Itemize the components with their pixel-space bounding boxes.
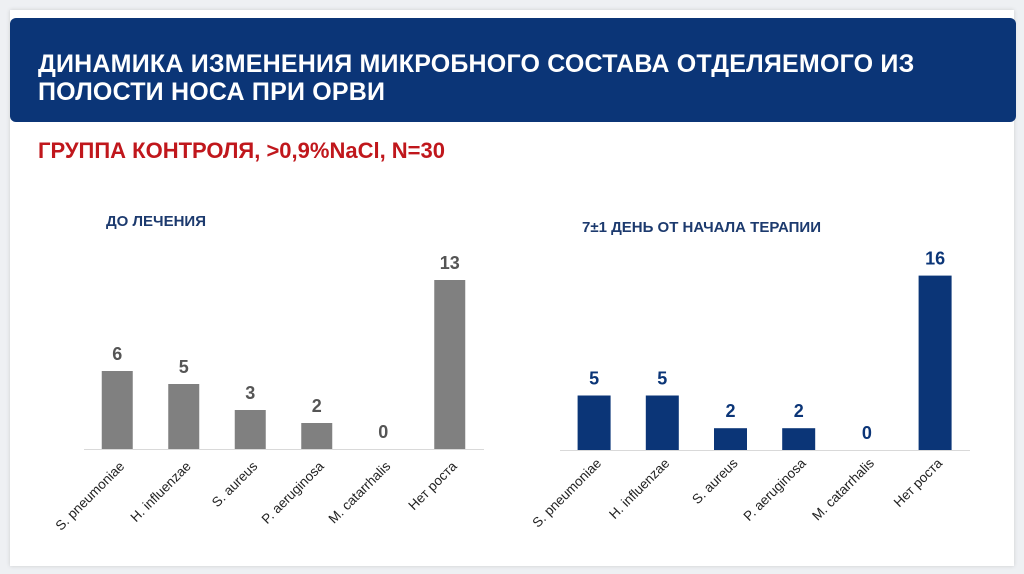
bar [782, 428, 816, 450]
bar [301, 423, 333, 449]
data-label: 2 [794, 401, 804, 421]
category-label: Нет роста [405, 458, 460, 513]
category-label: S. aureus [689, 455, 741, 507]
bar [168, 384, 200, 449]
bar [577, 395, 611, 450]
bar [234, 410, 266, 449]
bar [101, 371, 133, 449]
category-label: S. pneumoniae [53, 459, 128, 534]
data-label: 16 [925, 249, 945, 269]
title-banner: ДИНАМИКА ИЗМЕНЕНИЯ МИКРОБНОГО СОСТАВА ОТ… [10, 18, 1016, 122]
category-label: H. influenzae [606, 456, 672, 522]
data-label: 0 [378, 422, 388, 442]
data-label: 2 [312, 396, 322, 416]
category-label: P. aeruginosa [741, 455, 810, 524]
bar [918, 275, 952, 450]
data-label: 5 [657, 369, 667, 389]
data-label: 5 [589, 369, 599, 389]
data-label: 0 [862, 423, 872, 443]
category-label: M. catarrhalis [809, 455, 877, 523]
category-label: P. aeruginosa [259, 458, 328, 527]
bar [434, 280, 466, 449]
chart-title: ДО ЛЕЧЕНИЯ [106, 213, 206, 230]
category-label: M. catarrhalis [325, 458, 393, 526]
data-label: 13 [440, 253, 460, 273]
category-label: S. aureus [209, 458, 261, 510]
data-label: 3 [245, 383, 255, 403]
data-label: 6 [112, 344, 122, 364]
category-label: S. pneumoniae [529, 456, 604, 531]
data-label: 2 [725, 401, 735, 421]
bar [714, 428, 747, 450]
category-label: Нет роста [891, 455, 946, 510]
slide-subtitle: ГРУППА КОНТРОЛЯ, >0,9%NaCl, N=30 [38, 138, 445, 163]
chart-title: 7±1 ДЕНЬ ОТ НАЧАЛА ТЕРАПИИ [582, 219, 821, 236]
category-label: H. influenzae [128, 459, 194, 525]
slide-title: ДИНАМИКА ИЗМЕНЕНИЯ МИКРОБНОГО СОСТАВА ОТ… [38, 50, 915, 106]
data-label: 5 [179, 357, 189, 377]
slide: ДИНАМИКА ИЗМЕНЕНИЯ МИКРОБНОГО СОСТАВА ОТ… [10, 10, 1016, 566]
bar [645, 395, 679, 450]
chart-before-treatment: ДО ЛЕЧЕНИЯ 6 S. pneumoniae 5 H. influenzae 3 S… [53, 213, 484, 533]
chart-after-treatment: 7±1 ДЕНЬ ОТ НАЧАЛА ТЕРАПИИ 5 S. pneumoniae… [529, 219, 970, 530]
